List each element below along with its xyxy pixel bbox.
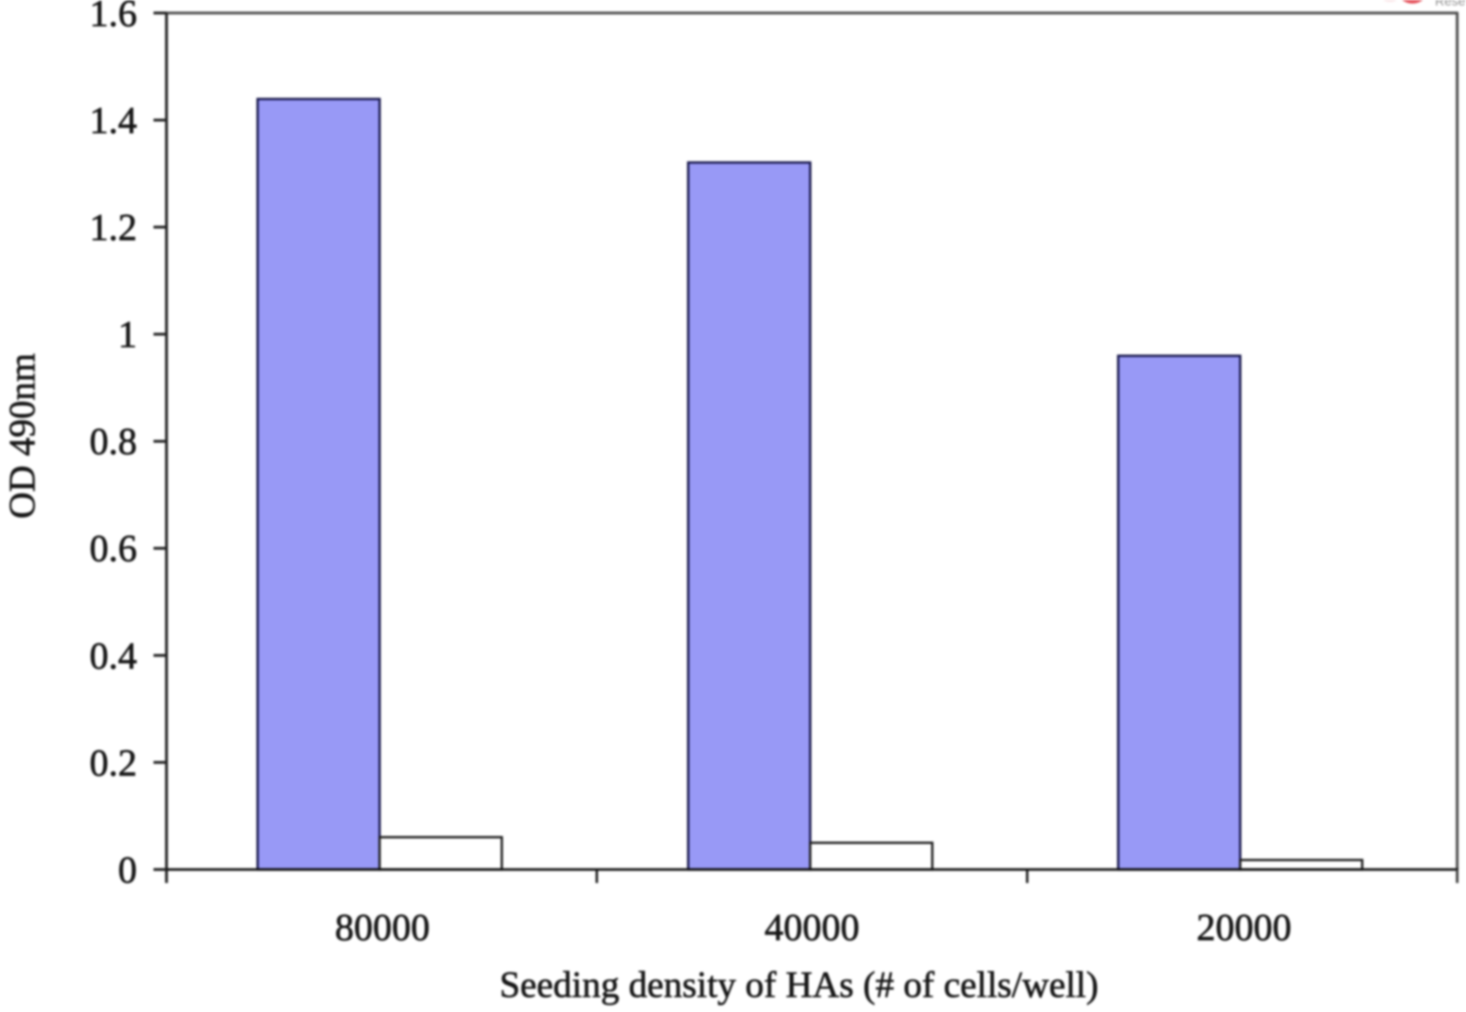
svg-text:1.4: 1.4 <box>90 100 138 142</box>
svg-text:20000: 20000 <box>1197 907 1292 949</box>
svg-text:0: 0 <box>118 849 137 891</box>
svg-text:80000: 80000 <box>335 907 430 949</box>
svg-text:OD 490nm: OD 490nm <box>3 353 44 519</box>
svg-text:0.6: 0.6 <box>90 528 138 570</box>
svg-text:Seeding density of HAs (# of c: Seeding density of HAs (# of cells/well) <box>499 965 1098 1006</box>
svg-text:1.6: 1.6 <box>90 0 138 35</box>
svg-text:Resea: Resea <box>1435 0 1466 9</box>
svg-text:40000: 40000 <box>765 907 860 949</box>
svg-text:0.2: 0.2 <box>90 742 138 784</box>
svg-text:0.8: 0.8 <box>90 421 138 463</box>
svg-text:1.2: 1.2 <box>90 207 138 249</box>
svg-text:1: 1 <box>118 314 137 356</box>
svg-text:0.4: 0.4 <box>90 635 138 677</box>
